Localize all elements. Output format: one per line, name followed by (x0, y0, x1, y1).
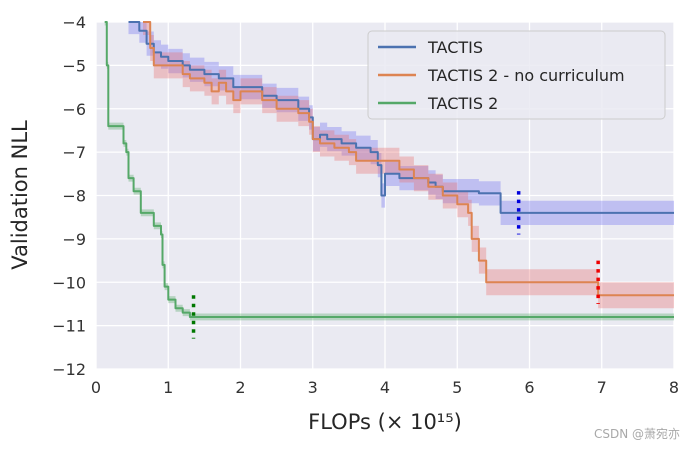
legend-label-tactis: TACTIS (427, 38, 483, 57)
x-axis-label: FLOPs (× 10¹⁵) (308, 410, 462, 434)
series-band (143, 22, 674, 309)
confidence-bands (104, 22, 674, 321)
y-tick-label: −6 (62, 100, 86, 119)
x-tick-label: 0 (91, 378, 101, 397)
y-tick-label: −7 (62, 143, 86, 162)
x-tick-label: 6 (524, 378, 534, 397)
legend-label-tactis2-no-curriculum: TACTIS 2 - no curriculum (427, 66, 625, 85)
y-tick-label: −5 (62, 56, 86, 75)
x-tick-label: 8 (669, 378, 679, 397)
y-tick-labels: −12 −11 −10 −9 −8 −7 −6 −5 −4 (52, 13, 86, 379)
y-axis-label: Validation NLL (8, 120, 32, 270)
x-tick-labels: 0 1 2 3 4 5 6 7 8 (91, 378, 679, 397)
y-tick-label: −11 (52, 317, 86, 336)
x-tick-label: 4 (380, 378, 390, 397)
legend: TACTIS TACTIS 2 - no curriculum TACTIS 2 (367, 30, 666, 120)
series-line (143, 21, 674, 297)
x-tick-label: 3 (308, 378, 318, 397)
x-tick-label: 1 (163, 378, 173, 397)
y-tick-label: −10 (52, 273, 86, 292)
y-tick-label: −9 (62, 230, 86, 249)
x-tick-label: 5 (452, 378, 462, 397)
threshold-markers (191, 191, 600, 339)
watermark: CSDN @萧宛亦 (593, 427, 680, 441)
legend-label-tactis2: TACTIS 2 (427, 94, 498, 113)
series-lines (104, 21, 674, 318)
x-tick-label: 2 (235, 378, 245, 397)
legend-box (367, 30, 666, 120)
x-tick-label: 7 (597, 378, 607, 397)
y-tick-label: −8 (62, 187, 86, 206)
y-tick-label: −4 (62, 13, 86, 32)
series-band (128, 22, 674, 225)
y-tick-label: −12 (52, 360, 86, 379)
series-line (104, 21, 674, 318)
